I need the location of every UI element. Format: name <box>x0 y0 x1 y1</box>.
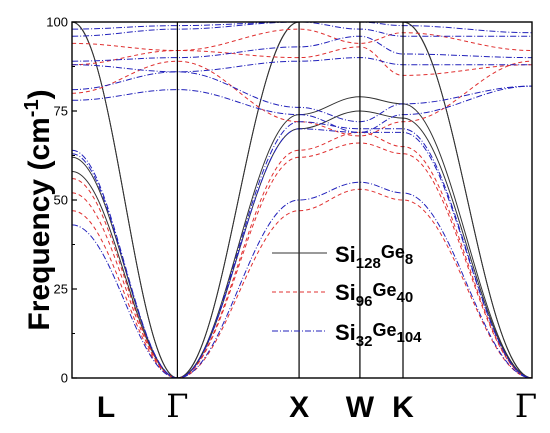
band-line <box>71 60 533 137</box>
x-tick-label: L <box>97 391 115 424</box>
x-tick-label: X <box>289 391 309 424</box>
band-line <box>71 57 532 73</box>
band-line <box>71 181 533 379</box>
y-tick-label: 75 <box>54 104 68 119</box>
legend: Si128Ge8 Si96Ge40 Si32Ge104 <box>272 242 422 350</box>
band-line <box>71 21 533 379</box>
x-tick-label: K <box>392 391 414 424</box>
y-axis-label-sup: -1 <box>21 99 43 117</box>
y-axis-label-close: ) <box>23 89 56 99</box>
series-si96ge40 <box>71 28 533 379</box>
band-line <box>71 188 533 379</box>
band-line <box>71 35 533 62</box>
y-axis-label-main: Frequency (cm <box>23 117 56 330</box>
y-tick-label: 0 <box>61 371 68 386</box>
band-line <box>71 85 533 133</box>
band-line <box>71 142 533 379</box>
high-symmetry-lines <box>176 22 404 378</box>
band-line <box>71 71 533 123</box>
band-line <box>71 131 533 379</box>
legend-label-si96ge40: Si96Ge40 <box>335 280 413 310</box>
band-line <box>71 21 532 37</box>
legend-label-si32ge104: Si32Ge104 <box>335 320 422 350</box>
legend-label-si128ge8: Si128Ge8 <box>335 242 413 272</box>
band-line <box>71 28 533 52</box>
y-tick-label: 25 <box>54 282 68 297</box>
x-tick-label: Γ <box>515 387 537 425</box>
y-tick-label: 100 <box>46 15 68 30</box>
x-tick-label: W <box>346 391 375 424</box>
y-axis-label: Frequency (cm-1) <box>21 89 56 330</box>
y-tick-label: 50 <box>54 193 68 208</box>
y-axis: 0 25 50 75 100 <box>46 15 77 386</box>
x-tick-label: Γ <box>166 387 188 425</box>
band-line <box>71 46 533 76</box>
